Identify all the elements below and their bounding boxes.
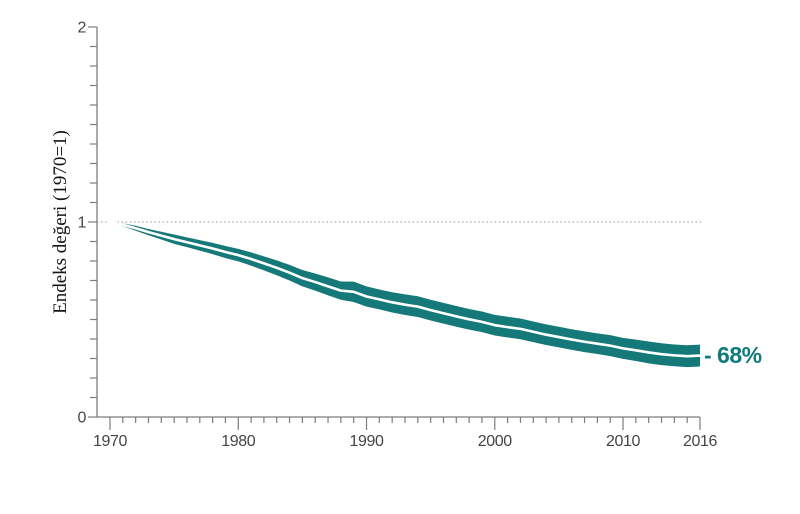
x-tick-label: 2016	[683, 433, 717, 450]
decline-percentage-label: - 68%	[704, 342, 762, 368]
y-tick-label: 0	[78, 410, 87, 427]
index-line-layer	[108, 220, 702, 358]
tick-label-layer: 0 1 2 1970 1980 1990 2000 2010 2016	[78, 20, 718, 451]
y-tick-label: 2	[78, 20, 87, 37]
x-tick-label: 2010	[606, 433, 640, 450]
confidence-band	[110, 222, 700, 368]
y-axis-title: Endeks değeri (1970=1)	[50, 130, 71, 314]
x-tick-label: 1980	[221, 433, 255, 450]
x-tick-label: 2000	[478, 433, 512, 450]
index-line	[108, 220, 702, 358]
axes-layer	[88, 26, 701, 430]
x-tick-label: 1990	[350, 433, 384, 450]
y-tick-label: 1	[78, 215, 87, 232]
confidence-band-layer	[110, 222, 700, 368]
x-tick-label: 1970	[93, 433, 127, 450]
